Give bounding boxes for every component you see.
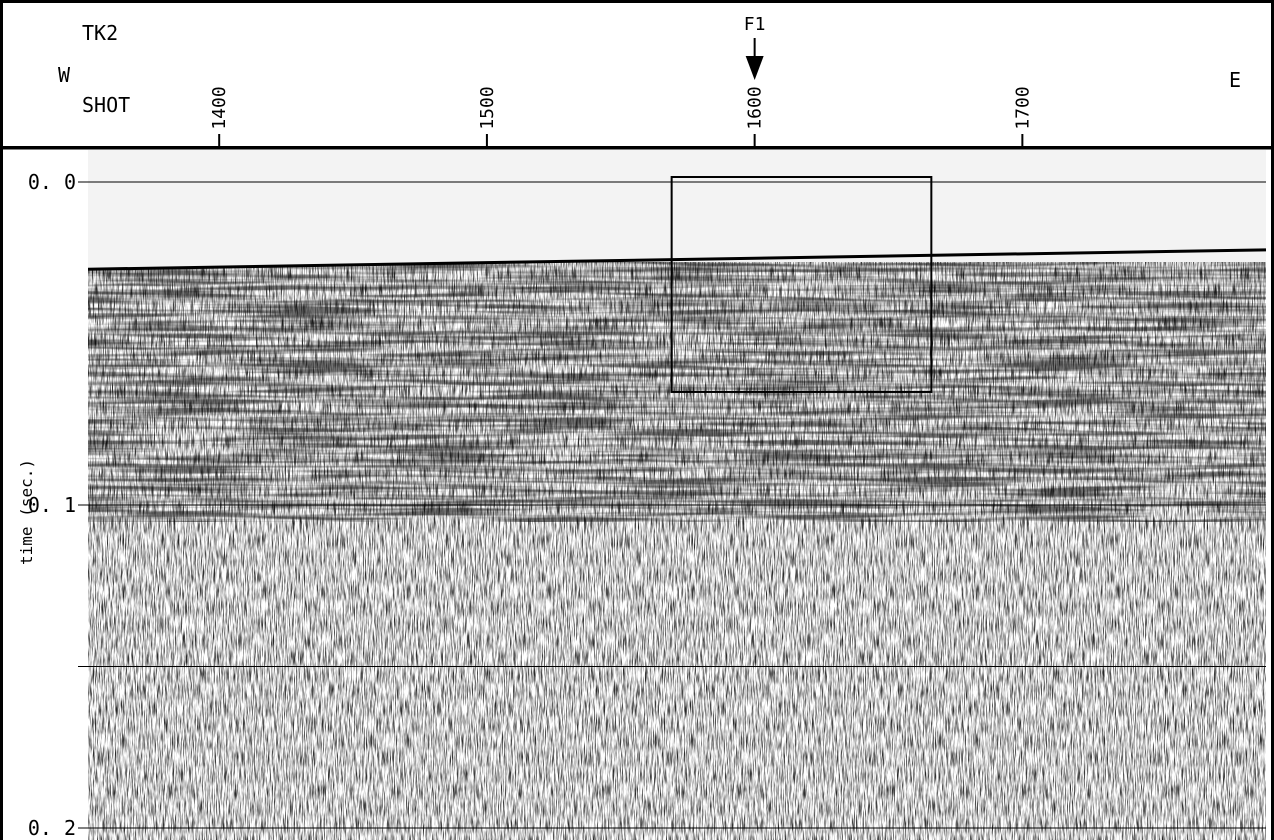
- shot-tick-label-1600: 1600: [745, 86, 766, 129]
- east-label: E: [1229, 68, 1241, 92]
- fault-marker-label: F1: [744, 14, 766, 35]
- shot-tick-label-1500: 1500: [477, 86, 498, 129]
- header-border: [0, 0, 1274, 149]
- shot-tick-label-1700: 1700: [1012, 86, 1033, 129]
- down-arrow-icon: [745, 56, 764, 80]
- time-tick-label: 0. 2: [28, 816, 76, 840]
- shot-tick-label-1400: 1400: [209, 86, 230, 129]
- water-mask: [88, 150, 1266, 270]
- shot-tick-group: 1400 1500 1600 1700: [209, 86, 1033, 148]
- header-panel: TK2 W SHOT E 1400 1500 1600 1700 F1: [0, 0, 1274, 149]
- west-label: W: [58, 63, 71, 87]
- y-axis-title: time (sec.): [17, 459, 36, 565]
- time-tick-label: 0. 0: [28, 170, 76, 194]
- line-name-label: TK2: [82, 21, 118, 45]
- seismic-traces: [88, 262, 1266, 840]
- time-tick-group: 0. 0 0. 1 0. 2: [28, 170, 76, 840]
- time-tick-label: 0. 1: [28, 493, 76, 517]
- section-panel: 0. 0 0. 1 0. 2 time (sec.): [0, 146, 1274, 840]
- shot-axis-label: SHOT: [82, 93, 130, 117]
- fault-marker: F1: [744, 14, 766, 80]
- seafloor-reflector: [88, 248, 1266, 271]
- highlight-box: [670, 176, 933, 393]
